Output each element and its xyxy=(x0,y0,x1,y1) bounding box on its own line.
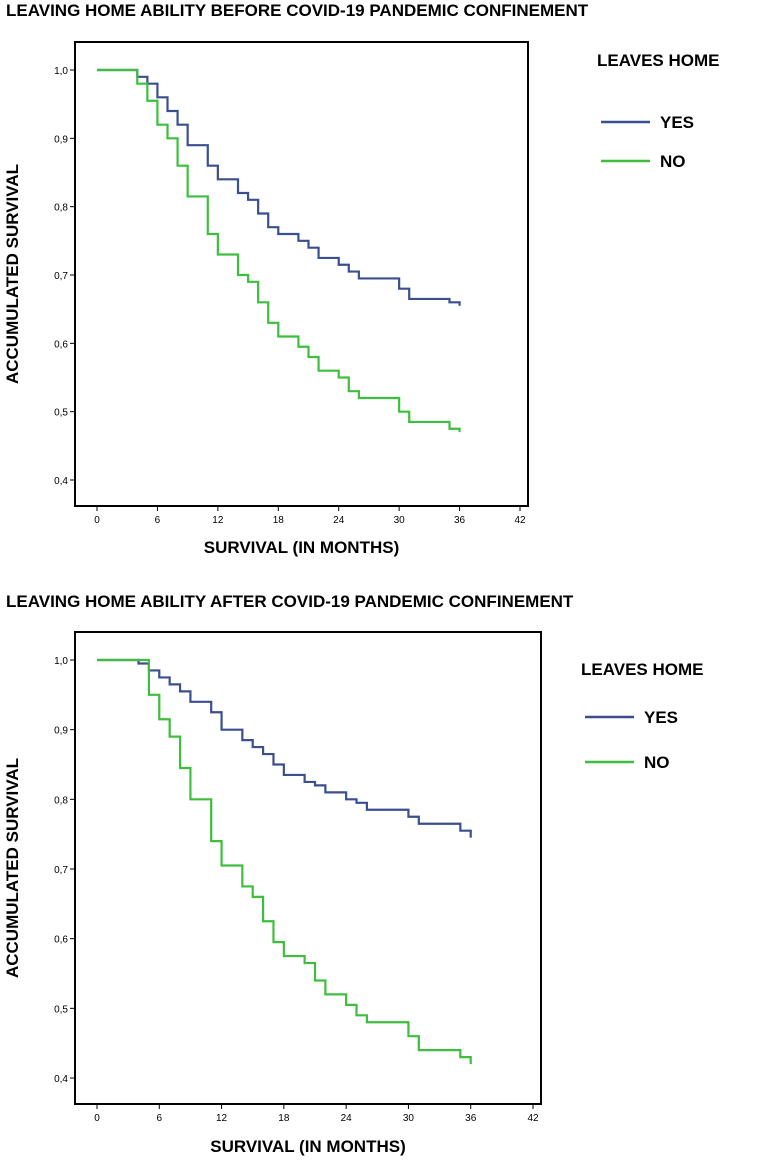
legend-label-yes: YES xyxy=(644,708,678,727)
x-tick-label: 24 xyxy=(341,1113,353,1124)
x-tick-label: 42 xyxy=(514,515,526,526)
y-tick-label: 0,9 xyxy=(54,726,68,737)
plot-frame xyxy=(74,41,529,507)
x-tick-label: 12 xyxy=(212,515,224,526)
x-tick-label: 30 xyxy=(403,1113,415,1124)
legend-title: LEAVES HOME xyxy=(597,51,719,70)
series-line-no xyxy=(97,658,472,1065)
chart-panel-after: LEAVING HOME ABILITY AFTER COVID-19 PAND… xyxy=(3,592,703,1156)
x-tick-label: 0 xyxy=(94,1113,100,1124)
x-axis-title: SURVIVAL (IN MONTHS) xyxy=(204,538,400,557)
legend-title: LEAVES HOME xyxy=(581,660,703,679)
series-line-yes xyxy=(97,658,472,838)
chart-panel-before: LEAVING HOME ABILITY BEFORE COVID-19 PAN… xyxy=(3,1,719,557)
legend-label-no: NO xyxy=(644,753,670,772)
y-axis-title: ACCUMULATED SURVIVAL xyxy=(3,758,22,978)
x-tick-label: 0 xyxy=(94,515,100,526)
y-tick-label: 1,0 xyxy=(54,656,68,667)
x-tick-label: 42 xyxy=(527,1113,539,1124)
y-tick-label: 0,8 xyxy=(54,203,68,214)
x-tick-label: 30 xyxy=(394,515,406,526)
chart-title: LEAVING HOME ABILITY AFTER COVID-19 PAND… xyxy=(6,592,574,611)
y-tick-label: 0,5 xyxy=(54,1004,68,1015)
y-axis-title: ACCUMULATED SURVIVAL xyxy=(3,164,22,384)
x-tick-label: 18 xyxy=(278,1113,290,1124)
x-tick-label: 18 xyxy=(273,515,285,526)
series-line-no xyxy=(97,68,461,433)
y-tick-label: 0,9 xyxy=(54,134,68,145)
legend-label-yes: YES xyxy=(660,113,694,132)
x-tick-label: 6 xyxy=(155,515,161,526)
y-tick-label: 0,7 xyxy=(54,865,68,876)
x-tick-label: 36 xyxy=(465,1113,477,1124)
y-tick-label: 0,4 xyxy=(54,476,68,487)
legend-label-no: NO xyxy=(660,152,686,171)
y-tick-label: 0,5 xyxy=(54,408,68,419)
y-tick-label: 1,0 xyxy=(54,66,68,77)
x-tick-label: 12 xyxy=(216,1113,228,1124)
x-tick-label: 36 xyxy=(454,515,466,526)
chart-title: LEAVING HOME ABILITY BEFORE COVID-19 PAN… xyxy=(6,1,589,20)
x-tick-label: 6 xyxy=(157,1113,163,1124)
y-tick-label: 0,7 xyxy=(54,271,68,282)
series-line-yes xyxy=(97,68,461,306)
x-axis-title: SURVIVAL (IN MONTHS) xyxy=(210,1137,406,1156)
y-tick-label: 0,4 xyxy=(54,1074,68,1085)
y-tick-label: 0,8 xyxy=(54,795,68,806)
x-tick-label: 24 xyxy=(333,515,345,526)
plot-frame xyxy=(74,631,542,1105)
y-tick-label: 0,6 xyxy=(54,935,68,946)
y-tick-label: 0,6 xyxy=(54,339,68,350)
